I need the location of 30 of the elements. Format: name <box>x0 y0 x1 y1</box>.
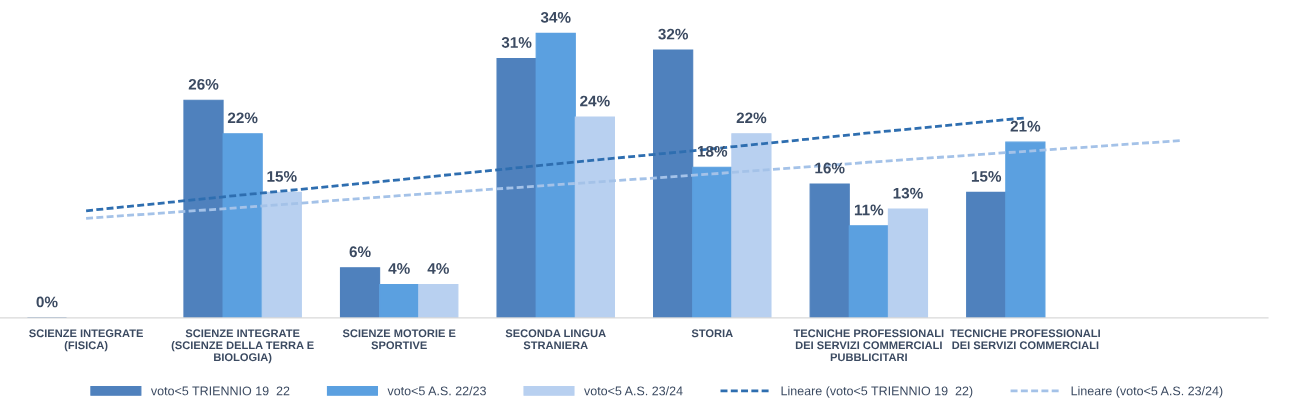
data-label: 21% <box>1010 120 1041 132</box>
data-label: 0% <box>36 296 58 308</box>
x-tick-label: SCIENZE MOTORIE E SPORTIVE <box>342 329 456 350</box>
data-label: 31% <box>501 37 532 48</box>
data-label: 26% <box>188 78 219 90</box>
data-label: 15% <box>971 171 1002 182</box>
legend-label: Lineare (voto<5 TRIENNIO 19 22) <box>781 386 973 398</box>
data-label: 22% <box>736 112 767 124</box>
data-label: 34% <box>540 11 571 23</box>
data-label: 13% <box>893 187 923 199</box>
legend-label: Lineare (voto<5 A.S. 23/24) <box>1071 386 1223 398</box>
data-label: 11% <box>854 204 884 216</box>
x-tick-label: TECNICHE PROFESSIONALI DEI SERVIZI COMMERCIALI <box>950 329 1100 350</box>
x-tick-label: TECNICHE PROFESSIONALI DEI SERVIZI COMMERCIALI PUBBLICITARI <box>793 329 944 362</box>
legend-label: voto<5 A.S. 23/24 <box>584 386 683 396</box>
data-label: 15% <box>267 171 297 182</box>
legend-label: voto<5 A.S. 22/23 <box>387 386 486 396</box>
x-tick-label: SCIENZE INTEGRATE (FISICA) <box>29 329 143 352</box>
data-label: 4% <box>427 263 449 274</box>
data-label: 18% <box>697 145 728 157</box>
data-label: 32% <box>658 28 689 40</box>
x-tick-label: SECONDA LINGUA STRANIERA <box>505 329 606 350</box>
x-tick-label: STORIA <box>691 329 733 338</box>
x-tick-label: SCIENZE INTEGRATE (SCIENZE DELLA TERRA E BIOLOGIA) <box>171 329 314 364</box>
data-label: 24% <box>580 95 610 107</box>
data-label: 4% <box>388 263 410 274</box>
data-label: 22% <box>227 112 258 124</box>
data-label: 6% <box>349 246 371 258</box>
data-label: 16% <box>815 162 845 174</box>
legend-label: voto<5 TRIENNIO 19 22 <box>150 386 290 396</box>
